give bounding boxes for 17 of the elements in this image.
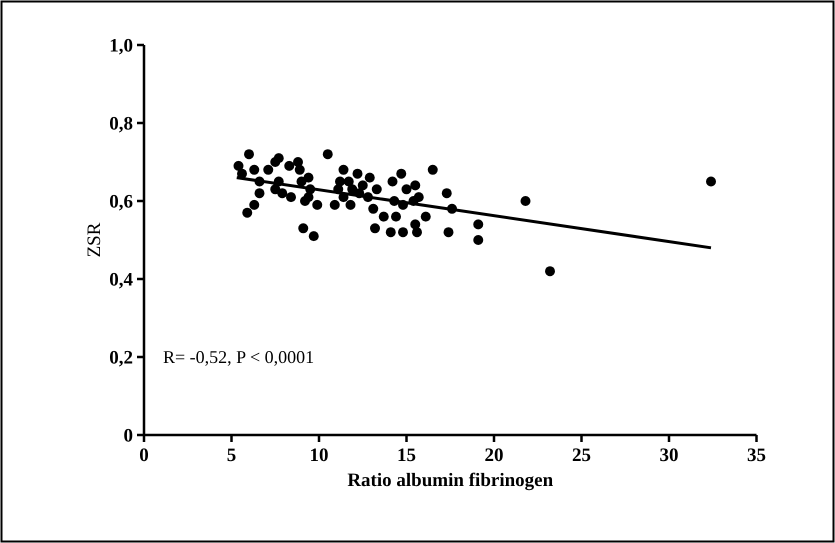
x-tick-label: 20 (484, 445, 504, 466)
x-tick-label: 5 (226, 445, 236, 466)
y-tick-label: 0,2 (109, 348, 133, 369)
x-tick-label: 10 (310, 445, 328, 466)
x-tick-label: 25 (572, 445, 591, 466)
y-tick-label: 0 (124, 426, 133, 447)
x-tick-label: 0 (139, 445, 149, 466)
x-tick-label: 15 (397, 445, 416, 466)
x-axis-title: Ratio albumin fibrinogen (347, 470, 554, 491)
y-tick-label: 1,0 (109, 36, 133, 57)
x-tick-label: 30 (660, 445, 678, 466)
y-tick-label: 0,6 (109, 192, 133, 213)
y-axis-title: ZSR (84, 222, 105, 258)
x-tick-label: 35 (747, 445, 766, 466)
annotation: R= -0,52, P < 0,0001 (163, 347, 314, 367)
y-tick-label: 0,4 (109, 270, 134, 291)
y-tick-label: 0,8 (109, 114, 133, 135)
